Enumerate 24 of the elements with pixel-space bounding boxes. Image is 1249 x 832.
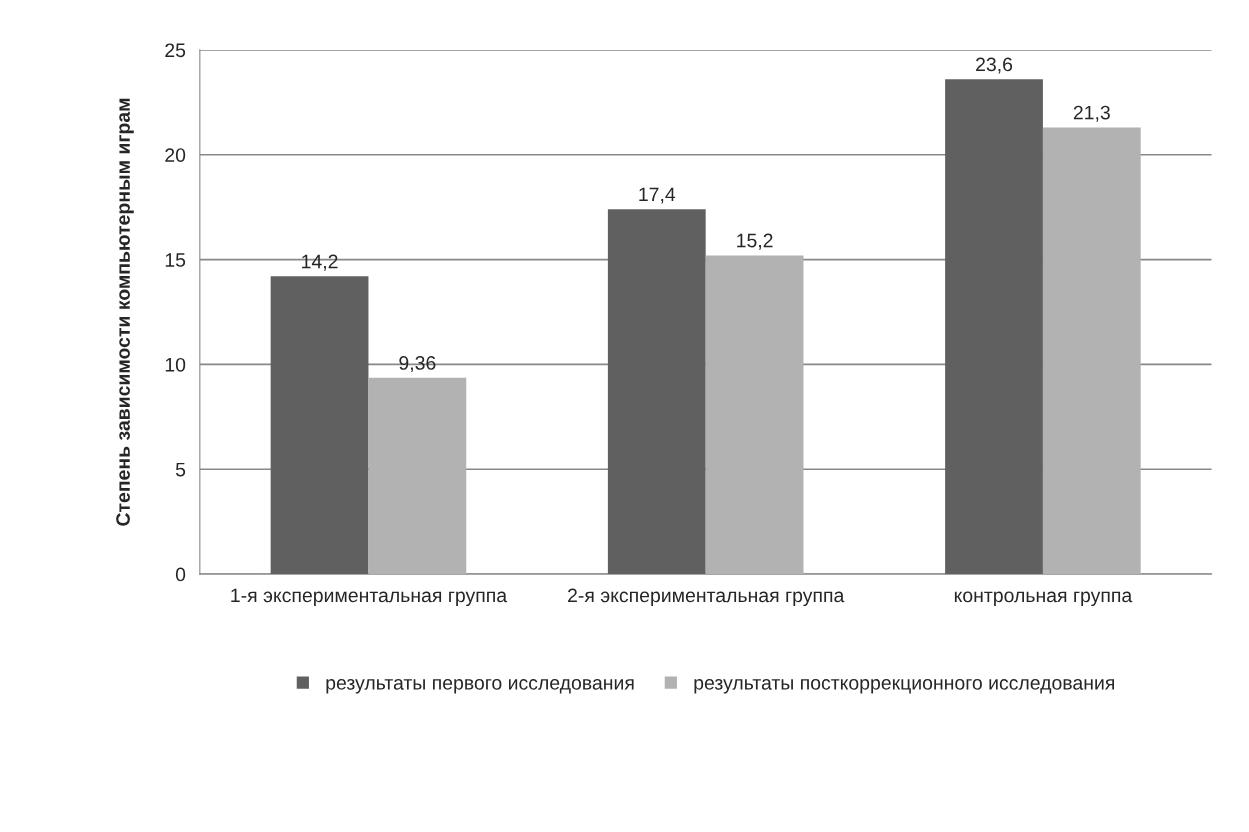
bar bbox=[945, 79, 1043, 575]
y-tick-label: 20 bbox=[165, 148, 186, 162]
x-tick-label: 1-я экспериментальная группа bbox=[231, 588, 508, 607]
bar bbox=[607, 209, 706, 575]
legend-label: результаты посткоррекционного исследования bbox=[694, 679, 1115, 694]
x-tick-label: 2-я экспериментальная группа bbox=[568, 588, 845, 607]
data-label: 21,3 bbox=[1073, 105, 1110, 122]
x-tick-label: контрольная группа bbox=[954, 591, 1133, 607]
bar bbox=[270, 276, 369, 575]
bar bbox=[1042, 127, 1141, 575]
data-label: 9,36 bbox=[399, 356, 436, 373]
y-tick-label: 15 bbox=[165, 253, 186, 267]
data-label: 14,2 bbox=[302, 254, 338, 271]
y-axis-title: Степень зависимости компьютерным играм bbox=[116, 98, 134, 526]
data-label: 17,4 bbox=[639, 187, 676, 204]
y-tick-label: 25 bbox=[165, 43, 186, 58]
data-label: 23,6 bbox=[976, 57, 1013, 74]
y-tick-label: 0 bbox=[175, 567, 186, 582]
bar bbox=[705, 255, 804, 575]
y-tick-label: 10 bbox=[165, 357, 186, 372]
y-tick-label: 5 bbox=[175, 462, 186, 477]
data-label: 15,2 bbox=[737, 233, 773, 250]
legend-label: результаты первого исследования bbox=[326, 679, 634, 694]
bar bbox=[368, 377, 467, 575]
